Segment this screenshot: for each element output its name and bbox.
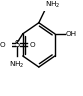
Text: OH: OH [66, 31, 77, 37]
Text: NH$_2$: NH$_2$ [45, 0, 61, 10]
Text: O: O [0, 42, 5, 48]
Text: O: O [29, 42, 35, 48]
Text: S: S [14, 40, 20, 49]
Text: NH$_2$: NH$_2$ [9, 59, 25, 70]
